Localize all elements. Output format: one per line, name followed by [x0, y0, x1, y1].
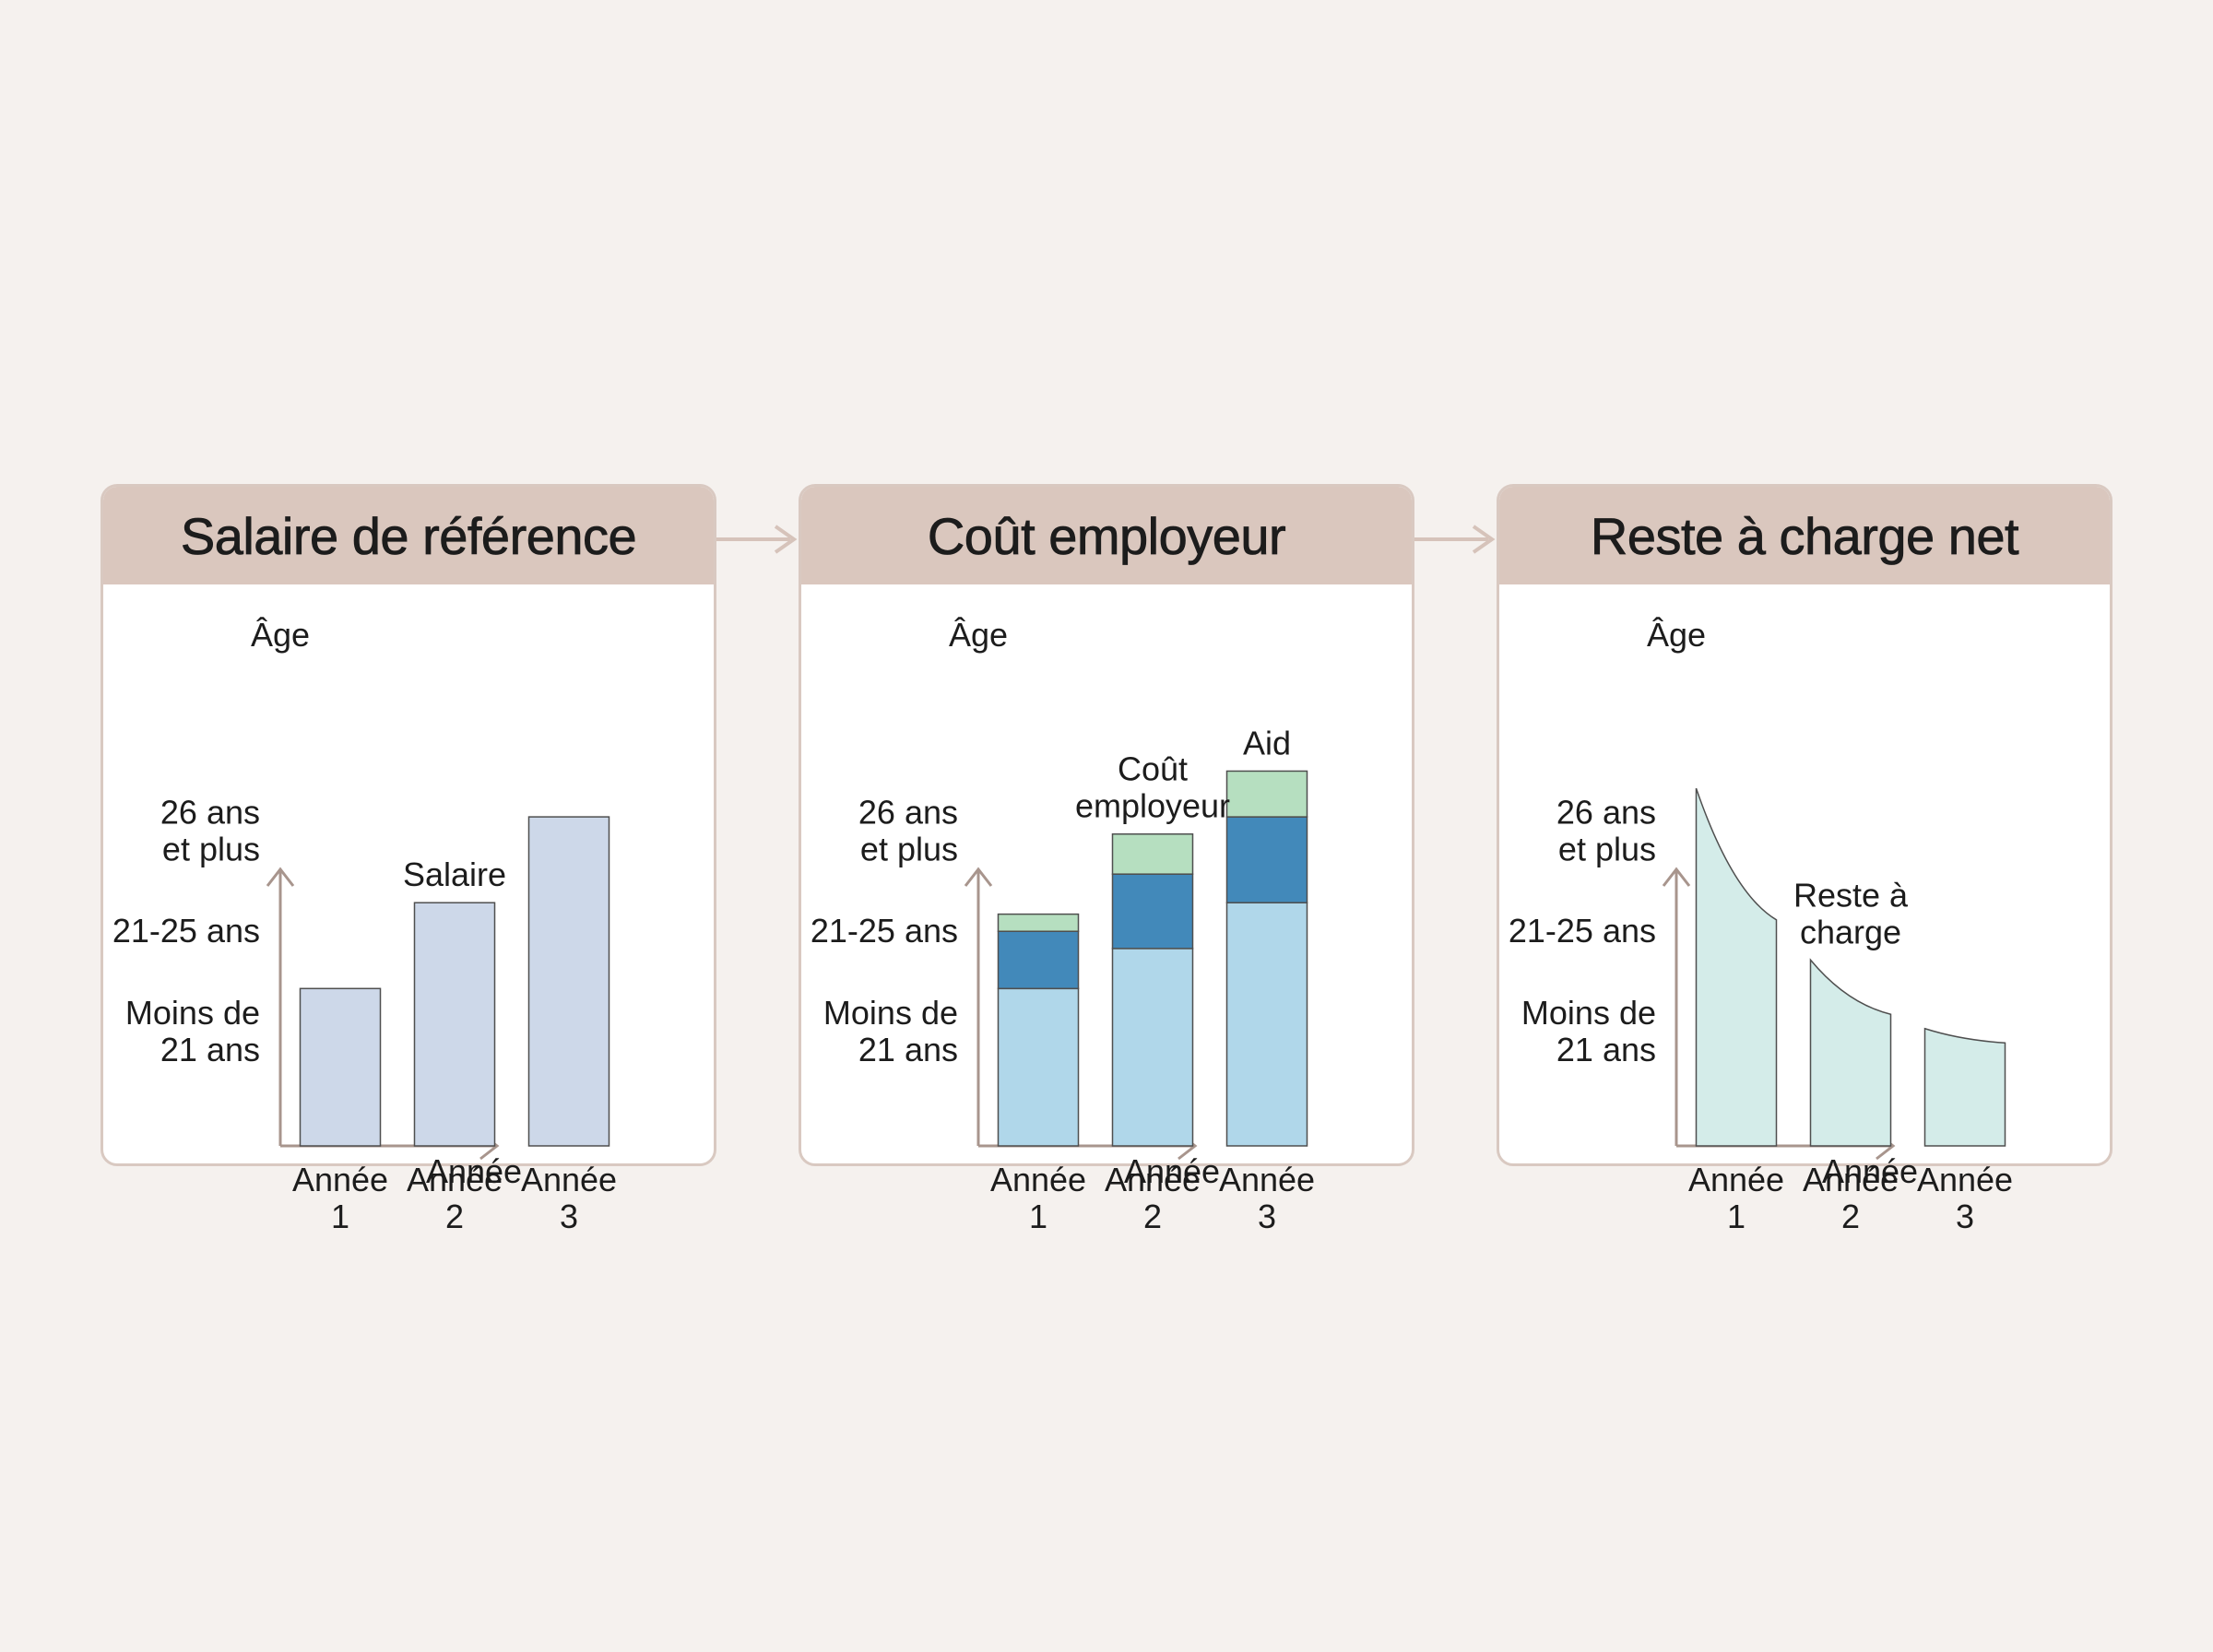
x-axis-label: Année — [426, 1152, 522, 1190]
x-tick-label: 1 — [1727, 1198, 1746, 1235]
x-axis-label: Année — [1124, 1152, 1220, 1190]
bar-segment — [1111, 873, 1194, 950]
x-tick-label: Année — [292, 1161, 388, 1198]
y-tick-label: 26 ans — [160, 794, 260, 832]
x-tick-label: 2 — [1841, 1198, 1860, 1235]
x-tick-label: 1 — [1029, 1198, 1047, 1235]
x-tick-label: Année — [1917, 1161, 2013, 1198]
y-axis-label: Âge — [251, 616, 310, 654]
panel-reste-a-charge: Reste à charge net Âge Année Moins de 21 an… — [1497, 484, 2112, 1235]
bar-segment — [997, 987, 1080, 1147]
y-axis-label: Âge — [949, 616, 1008, 654]
panel-card: Reste à charge net — [1497, 484, 2112, 1166]
x-axis-label: Année — [1822, 1152, 1918, 1190]
flow-arrow-icon — [1414, 525, 1496, 554]
area-segment — [1695, 787, 1778, 1147]
bar-segment — [527, 816, 610, 1147]
x-tick-label: Année — [407, 1161, 503, 1198]
bar-segment — [1111, 948, 1194, 1147]
chart-annotation: Aid — [1243, 724, 1291, 761]
panel-title: Salaire de référence — [103, 487, 714, 584]
y-axis-arrow-icon — [964, 867, 993, 887]
y-tick-label: 21-25 ans — [112, 912, 260, 950]
y-axis-arrow-icon — [1662, 867, 1691, 887]
chart-annotation: Salaire — [403, 856, 506, 893]
y-tick-label: Moins de — [1521, 994, 1656, 1032]
panel-title: Coût employeur — [801, 487, 1412, 584]
chart-annotation: employeur — [1075, 787, 1230, 825]
y-tick-label: et plus — [1558, 831, 1656, 868]
bar-segment — [1225, 902, 1308, 1147]
y-tick-label: 21 ans — [1556, 1031, 1656, 1068]
x-tick-label: Année — [1219, 1161, 1315, 1198]
panel-card: Salaire de référence — [101, 484, 716, 1166]
area-segment — [1923, 1027, 2006, 1147]
y-tick-label: 21 ans — [858, 1031, 958, 1068]
chart-annotation: Coût — [1118, 750, 1188, 788]
x-tick-label: Année — [1688, 1161, 1784, 1198]
panel-title: Reste à charge net — [1499, 487, 2110, 584]
panel-cout-employeur: Coût employeur Âge Année Moins de 21 ans 21-… — [799, 484, 1414, 1235]
bar-segment — [299, 987, 382, 1147]
y-tick-label: 26 ans — [1556, 794, 1656, 832]
x-tick-label: 2 — [1143, 1198, 1162, 1235]
y-tick-label: et plus — [162, 831, 260, 868]
y-tick-label: 21-25 ans — [811, 912, 958, 950]
y-axis-label: Âge — [1647, 616, 1706, 654]
panel-card: Coût employeur — [799, 484, 1414, 1166]
y-tick-label: 26 ans — [858, 794, 958, 832]
bar-segment — [997, 913, 1080, 932]
x-tick-label: 1 — [331, 1198, 349, 1235]
bar-segment — [997, 930, 1080, 990]
y-axis-arrow-icon — [266, 867, 295, 887]
y-tick-label: 21 ans — [160, 1031, 260, 1068]
y-tick-label: et plus — [860, 831, 958, 868]
y-tick-label: Moins de — [823, 994, 958, 1032]
x-tick-label: Année — [990, 1161, 1086, 1198]
bar-segment — [1225, 816, 1308, 903]
x-tick-label: Année — [521, 1161, 617, 1198]
x-tick-label: 3 — [560, 1198, 578, 1235]
chart-annotation: Reste à — [1793, 876, 1909, 914]
bar-segment — [1111, 832, 1194, 875]
x-tick-label: 2 — [445, 1198, 464, 1235]
panel-salaire-reference: Salaire de référence Âge Année Moins de 21 … — [101, 484, 716, 1235]
bar-segment — [1225, 770, 1308, 818]
x-tick-label: 3 — [1956, 1198, 1974, 1235]
x-tick-label: 3 — [1258, 1198, 1276, 1235]
area-segment — [1809, 958, 1892, 1147]
x-tick-label: Année — [1803, 1161, 1899, 1198]
bar-segment — [413, 902, 496, 1147]
x-tick-label: Année — [1105, 1161, 1201, 1198]
flow-arrow-icon — [716, 525, 798, 554]
y-tick-label: 21-25 ans — [1509, 912, 1656, 950]
y-tick-label: Moins de — [125, 994, 260, 1032]
chart-annotation: charge — [1800, 913, 1901, 950]
